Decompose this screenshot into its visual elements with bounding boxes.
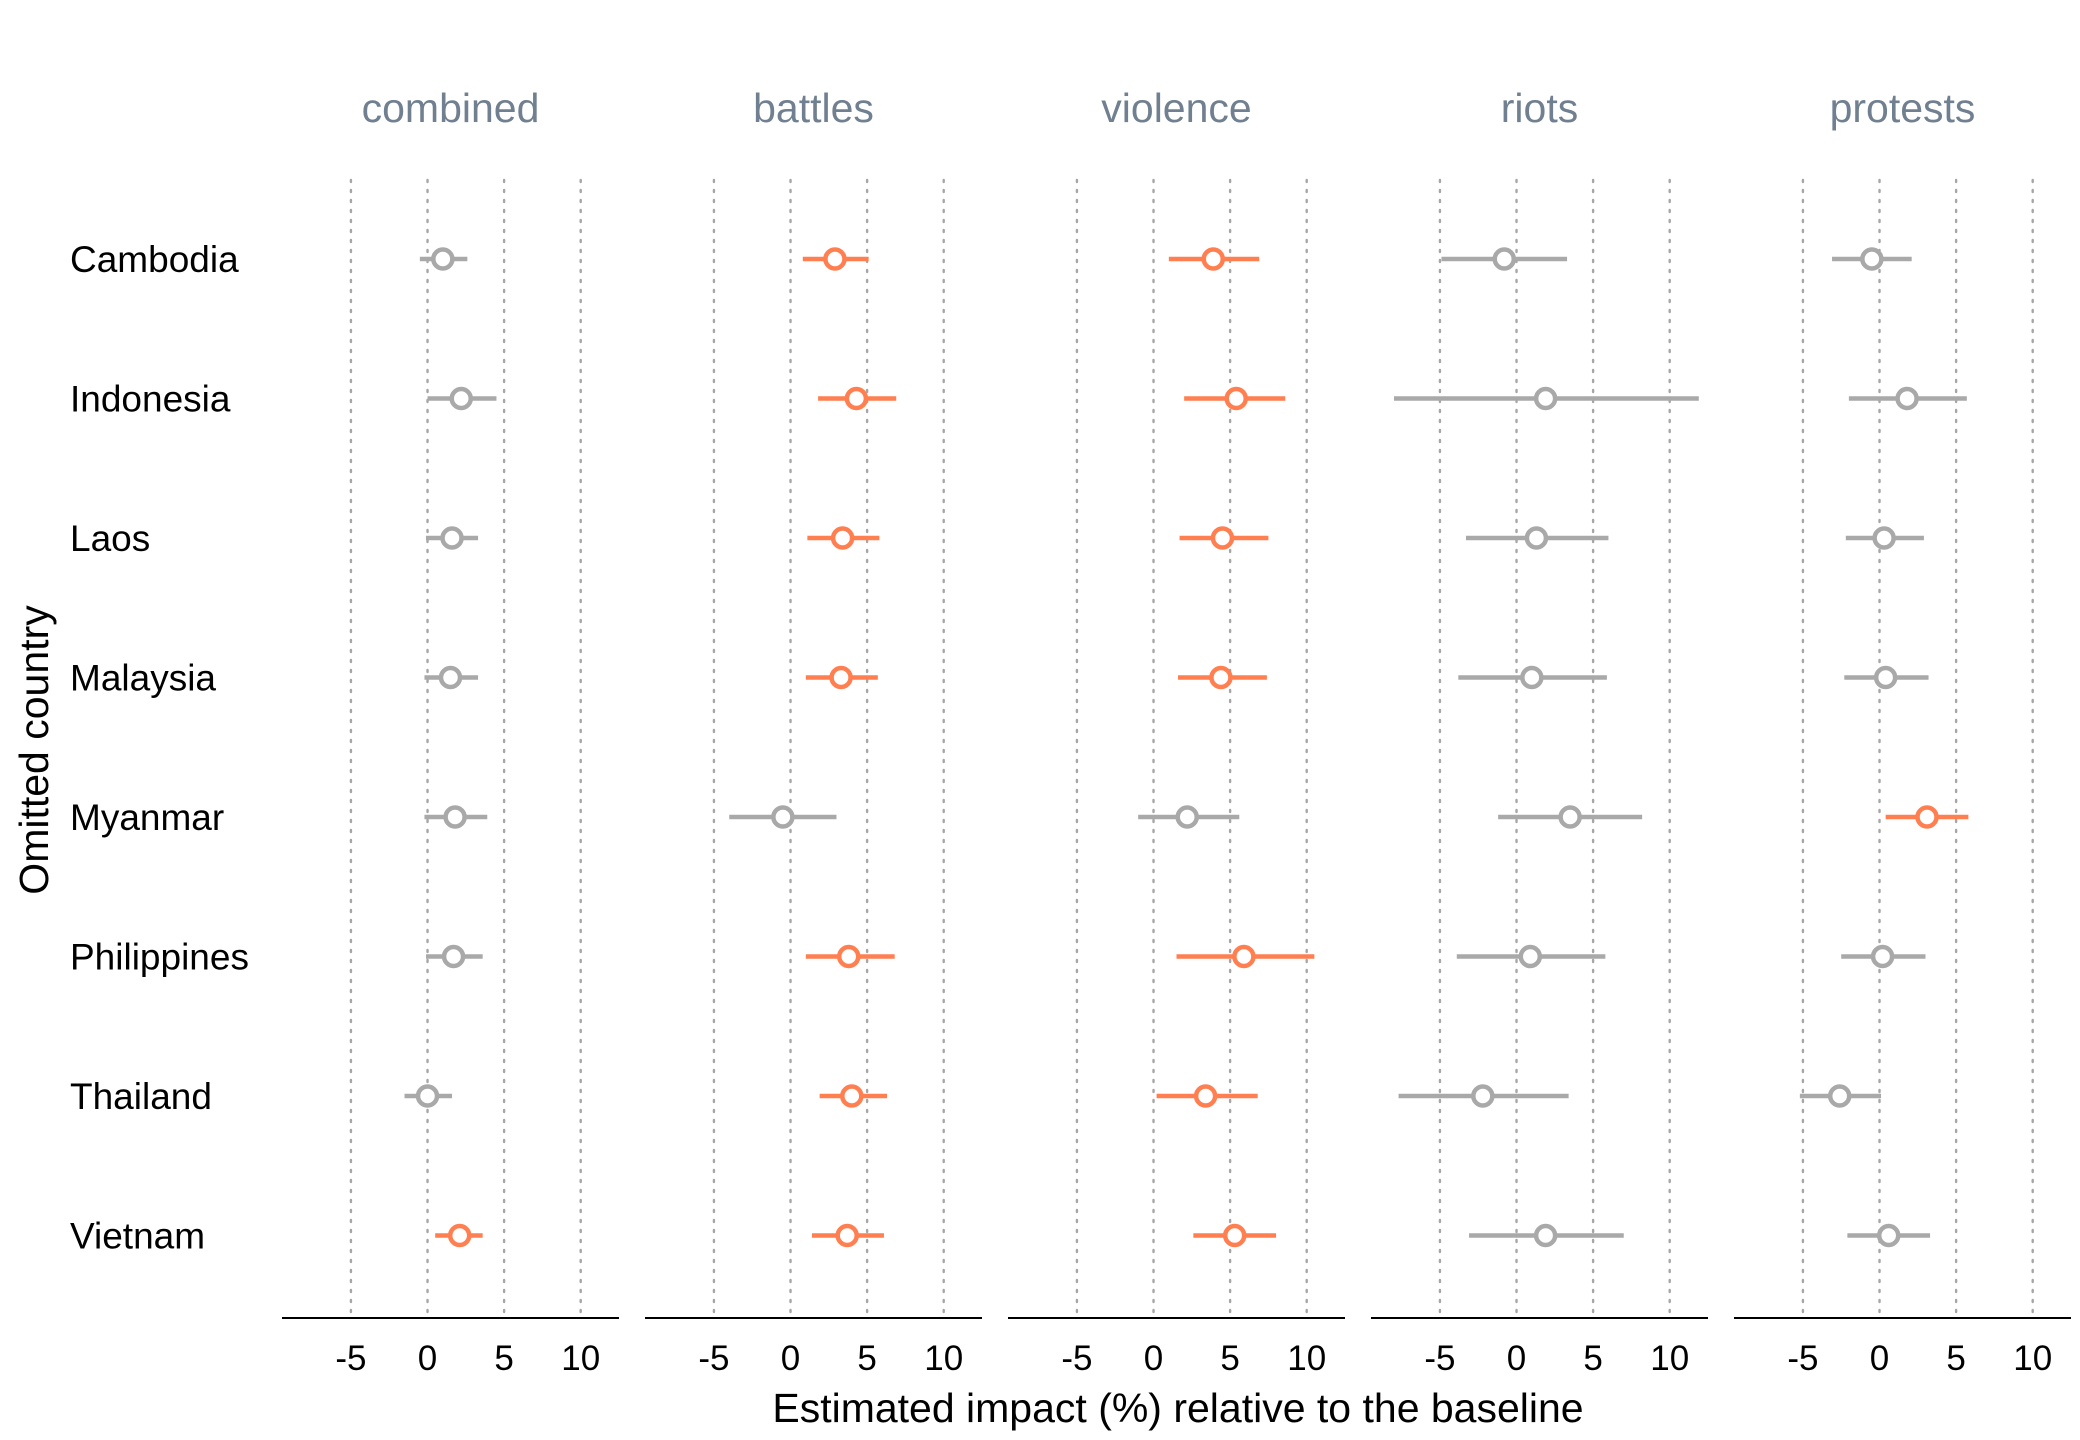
x-tick-label: 5	[1946, 1339, 1965, 1378]
x-tick-label: 10	[924, 1339, 963, 1378]
panel-title-protests: protests	[1830, 85, 1976, 131]
country-label-cambodia: Cambodia	[70, 239, 239, 280]
point-protests-laos	[1872, 526, 1896, 550]
panel-title-riots: riots	[1501, 85, 1578, 131]
point-violence-laos	[1210, 526, 1235, 550]
country-label-philippines: Philippines	[70, 937, 249, 978]
point-combined-vietnam	[447, 1223, 472, 1248]
x-tick-label: 0	[1507, 1339, 1526, 1378]
x-tick-label: 5	[857, 1339, 876, 1378]
point-protests-myanmar	[1915, 805, 1939, 829]
point-riots-thailand	[1471, 1084, 1495, 1108]
point-riots-cambodia	[1492, 247, 1517, 271]
x-tick-label: -5	[1424, 1339, 1455, 1378]
panel-combined: combined -5 0 5 10	[282, 85, 619, 1378]
point-battles-myanmar	[771, 805, 795, 829]
x-tick-label: 0	[781, 1339, 800, 1378]
point-combined-malaysia	[438, 665, 463, 690]
point-combined-philippines	[441, 944, 466, 969]
panel-riots: riots -5 0 5 10	[1371, 85, 1708, 1378]
point-violence-malaysia	[1209, 665, 1233, 690]
x-axis-title: Estimated impact (%) relative to the bas…	[772, 1385, 1583, 1431]
x-tick-label: 0	[1870, 1339, 1889, 1378]
point-violence-philippines	[1232, 944, 1256, 969]
x-tick-label: 5	[494, 1339, 513, 1378]
x-tick-label: -5	[698, 1339, 729, 1378]
panels: combined -5 0 5 10 battles -5 0 5 10 violence -5 0 5 1…	[282, 85, 2071, 1378]
point-battles-philippines	[836, 944, 861, 969]
point-protests-malaysia	[1873, 665, 1898, 690]
point-riots-laos	[1524, 526, 1549, 550]
y-axis-title: Omitted country	[11, 605, 57, 895]
x-tick-label: -5	[1061, 1339, 1092, 1378]
country-label-vietnam: Vietnam	[70, 1216, 205, 1257]
point-combined-myanmar	[443, 805, 467, 829]
point-battles-vietnam	[835, 1223, 859, 1248]
point-battles-laos	[830, 526, 855, 550]
x-tick-label: 10	[1650, 1339, 1689, 1378]
country-label-indonesia: Indonesia	[70, 379, 231, 420]
x-tick-label: 0	[1144, 1339, 1163, 1378]
point-violence-indonesia	[1224, 386, 1248, 411]
point-protests-philippines	[1870, 944, 1895, 969]
country-label-malaysia: Malaysia	[70, 658, 216, 699]
point-combined-cambodia	[431, 247, 455, 271]
point-riots-myanmar	[1558, 805, 1582, 829]
panel-title-violence: violence	[1101, 85, 1251, 131]
x-tick-label: 5	[1220, 1339, 1239, 1378]
point-protests-indonesia	[1895, 386, 1919, 411]
country-label-myanmar: Myanmar	[70, 797, 224, 838]
point-battles-cambodia	[823, 247, 847, 271]
point-battles-malaysia	[829, 665, 853, 690]
point-violence-cambodia	[1201, 247, 1226, 271]
row-labels: Cambodia Indonesia Laos Malaysia Myanmar Phil…	[70, 239, 249, 1257]
x-tick-label: 10	[561, 1339, 600, 1378]
country-label-thailand: Thailand	[70, 1076, 212, 1117]
point-combined-indonesia	[449, 386, 473, 411]
point-combined-laos	[440, 526, 464, 550]
point-protests-vietnam	[1876, 1223, 1901, 1248]
panel-violence: violence -5 0 5 10	[1008, 85, 1345, 1378]
point-battles-indonesia	[844, 386, 869, 411]
point-combined-thailand	[415, 1084, 440, 1108]
point-violence-myanmar	[1175, 805, 1199, 829]
point-violence-vietnam	[1222, 1223, 1247, 1248]
panel-title-battles: battles	[753, 85, 874, 131]
x-tick-label: -5	[1787, 1339, 1818, 1378]
x-tick-label: 5	[1583, 1339, 1602, 1378]
point-protests-cambodia	[1860, 247, 1884, 271]
point-violence-thailand	[1193, 1084, 1218, 1108]
point-riots-vietnam	[1533, 1223, 1558, 1248]
panel-protests: protests -5 0 5 10	[1734, 85, 2071, 1378]
x-tick-label: -5	[335, 1339, 366, 1378]
x-tick-label: 10	[2013, 1339, 2052, 1378]
point-riots-indonesia	[1533, 386, 1558, 411]
country-label-laos: Laos	[70, 518, 150, 559]
x-tick-label: 0	[418, 1339, 437, 1378]
point-riots-malaysia	[1520, 665, 1544, 690]
point-battles-thailand	[840, 1084, 864, 1108]
point-protests-thailand	[1827, 1084, 1852, 1108]
x-tick-label: 10	[1287, 1339, 1326, 1378]
point-riots-philippines	[1518, 944, 1543, 969]
panel-battles: battles -5 0 5 10	[645, 85, 982, 1378]
panel-title-combined: combined	[362, 85, 540, 131]
